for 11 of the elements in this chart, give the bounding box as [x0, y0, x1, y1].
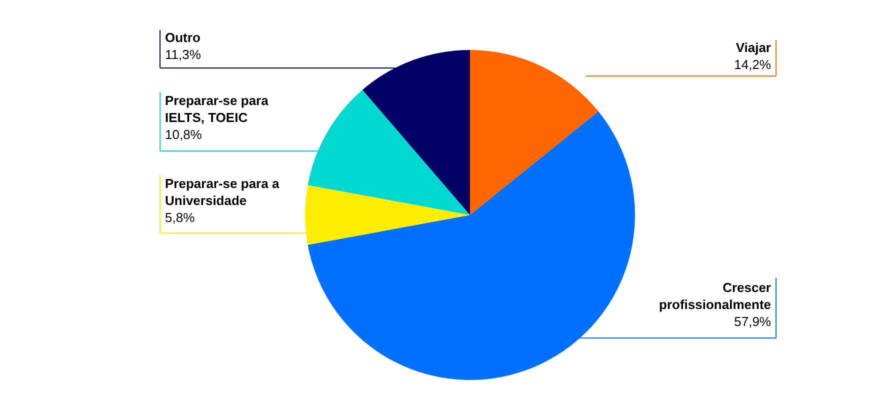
slice-label: Crescer profissionalmente — [659, 280, 771, 312]
data-label: 10,8% — [165, 127, 202, 142]
slice-label: Preparar-se para IELTS, TOEIC — [165, 93, 270, 125]
data-label: 11,3% — [165, 47, 202, 62]
slice-label: Viajar — [736, 40, 771, 55]
data-label: 57,9% — [734, 314, 772, 329]
data-label: 5,8% — [165, 210, 196, 225]
slice-label: Preparar-se para a Universidade — [165, 176, 280, 208]
slice-label: Outro — [165, 30, 200, 45]
pie-slice — [470, 50, 598, 215]
data-label: 14,2% — [734, 57, 772, 72]
